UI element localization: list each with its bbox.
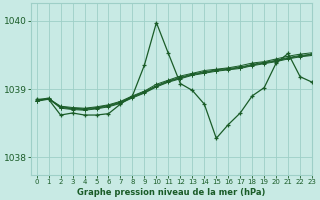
X-axis label: Graphe pression niveau de la mer (hPa): Graphe pression niveau de la mer (hPa) xyxy=(77,188,266,197)
